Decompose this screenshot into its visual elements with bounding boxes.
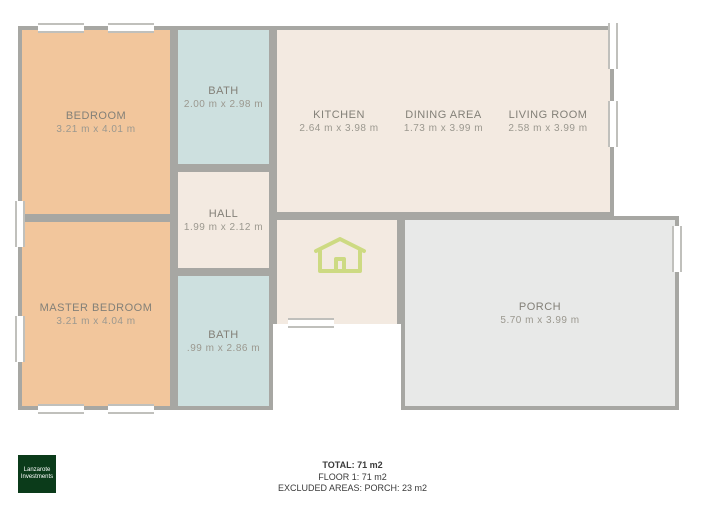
watermark-logo — [310, 235, 370, 275]
room-label: HALL — [209, 208, 239, 220]
room-label: BATH — [208, 329, 239, 341]
room-label: KITCHEN — [313, 109, 365, 121]
room-porch: PORCH 5.70 m x 3.99 m — [401, 216, 679, 410]
room-label: LIVING ROOM — [509, 109, 588, 121]
room-dimensions: 5.70 m x 3.99 m — [500, 315, 579, 326]
room-kitchen: KITCHEN 2.64 m x 3.98 m — [273, 26, 401, 216]
room-bedroom: BEDROOM 3.21 m x 4.01 m — [18, 26, 174, 218]
window-marker — [38, 23, 84, 33]
room-dimensions: 1.73 m x 3.99 m — [404, 123, 483, 134]
window-marker — [15, 316, 25, 362]
room-label: BATH — [208, 85, 239, 97]
room-living: LIVING ROOM 2.58 m x 3.99 m — [486, 26, 614, 216]
room-label: DINING AREA — [405, 109, 481, 121]
room-master: MASTER BEDROOM 3.21 m x 4.04 m — [18, 218, 174, 410]
footer-excluded: EXCLUDED AREAS: PORCH: 23 m2 — [0, 483, 705, 495]
room-dimensions: 3.21 m x 4.01 m — [56, 124, 135, 135]
room-label: BEDROOM — [66, 110, 126, 122]
room-dimensions: 2.58 m x 3.99 m — [508, 123, 587, 134]
room-label: MASTER BEDROOM — [40, 302, 153, 314]
room-hall: HALL 1.99 m x 2.12 m — [174, 168, 273, 272]
room-dimensions: .99 m x 2.86 m — [187, 343, 260, 354]
room-bath1: BATH 2.00 m x 2.98 m — [174, 26, 273, 168]
room-dimensions: 2.00 m x 2.98 m — [184, 99, 263, 110]
room-label: PORCH — [519, 301, 561, 313]
window-marker — [15, 201, 25, 247]
window-marker — [608, 23, 618, 69]
footer-text: TOTAL: 71 m2 FLOOR 1: 71 m2 EXCLUDED ARE… — [0, 460, 705, 495]
room-dining: DINING AREA 1.73 m x 3.99 m — [401, 26, 486, 216]
window-marker — [108, 23, 154, 33]
window-marker — [108, 404, 154, 414]
footer-total: TOTAL: 71 m2 — [0, 460, 705, 472]
window-marker — [38, 404, 84, 414]
footer-floor: FLOOR 1: 71 m2 — [0, 472, 705, 484]
room-dimensions: 1.99 m x 2.12 m — [184, 222, 263, 233]
window-marker — [608, 101, 618, 147]
room-dimensions: 3.21 m x 4.04 m — [56, 316, 135, 327]
window-marker — [672, 226, 682, 272]
room-bath2: BATH .99 m x 2.86 m — [174, 272, 273, 410]
window-marker — [288, 318, 334, 328]
room-dimensions: 2.64 m x 3.98 m — [299, 123, 378, 134]
